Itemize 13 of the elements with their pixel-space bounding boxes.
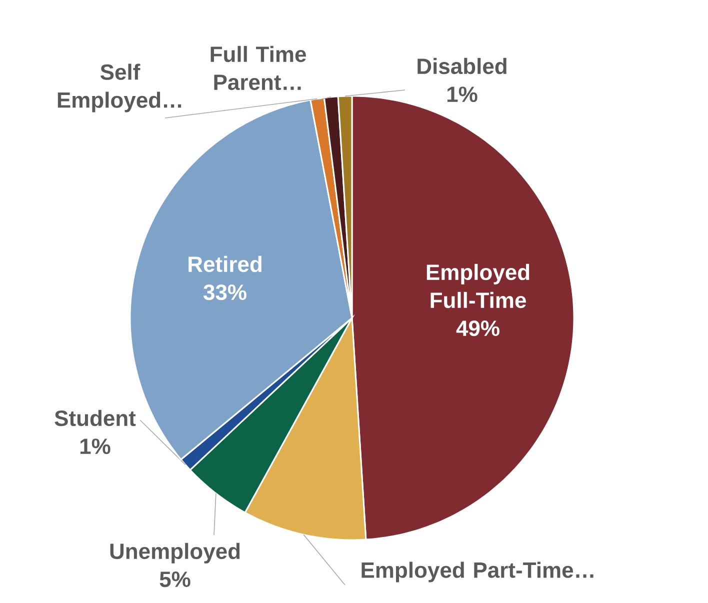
slice-label: Employed Part-Time… xyxy=(362,562,594,582)
data-label: 5% xyxy=(160,572,190,588)
data-label: 33% xyxy=(203,284,246,300)
slice-label: Student xyxy=(54,410,136,426)
data-label: 1% xyxy=(80,438,110,454)
slice-label: Employed Full-Time xyxy=(426,264,530,308)
slice-label: Unemployed xyxy=(110,542,240,564)
slice-label: Disabled xyxy=(418,58,506,74)
slice-label: Retired xyxy=(188,256,262,272)
data-label: 1% xyxy=(447,86,478,102)
data-label: 49% xyxy=(456,320,500,336)
slice-label: Self Employed… xyxy=(58,64,182,112)
slice-label: Full Time Parent… xyxy=(210,46,306,90)
